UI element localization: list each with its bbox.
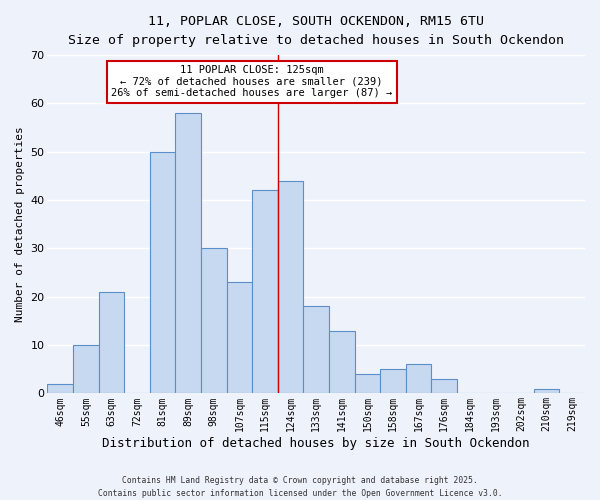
Bar [252,190,278,394]
Bar [73,345,98,394]
Bar [150,152,175,394]
Y-axis label: Number of detached properties: Number of detached properties [15,126,25,322]
Bar [431,379,457,394]
Bar [175,113,201,394]
Text: 11 POPLAR CLOSE: 125sqm
← 72% of detached houses are smaller (239)
26% of semi-d: 11 POPLAR CLOSE: 125sqm ← 72% of detache… [111,66,392,98]
Bar [304,306,329,394]
Text: Contains HM Land Registry data © Crown copyright and database right 2025.
Contai: Contains HM Land Registry data © Crown c… [98,476,502,498]
Bar [406,364,431,394]
Bar [98,292,124,394]
Bar [278,181,304,394]
X-axis label: Distribution of detached houses by size in South Ockendon: Distribution of detached houses by size … [103,437,530,450]
Title: 11, POPLAR CLOSE, SOUTH OCKENDON, RM15 6TU
Size of property relative to detached: 11, POPLAR CLOSE, SOUTH OCKENDON, RM15 6… [68,15,564,47]
Bar [329,330,355,394]
Bar [227,282,252,394]
Bar [534,388,559,394]
Bar [47,384,73,394]
Bar [355,374,380,394]
Bar [380,370,406,394]
Bar [201,248,227,394]
